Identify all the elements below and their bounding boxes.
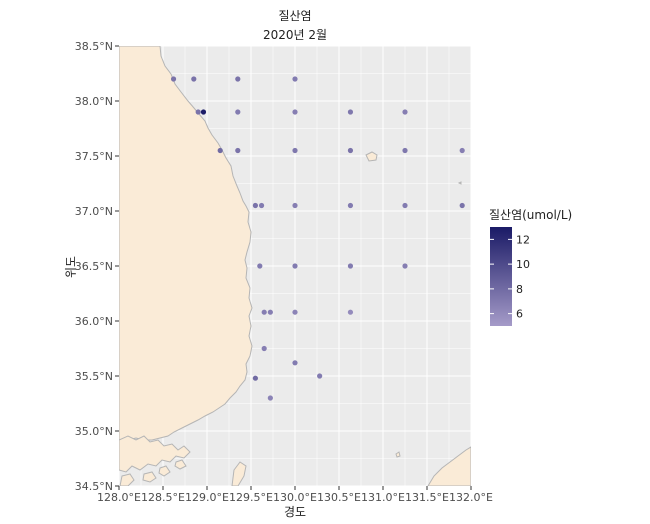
station-point: [217, 147, 223, 154]
y-tick-label: 36.5°N: [75, 260, 113, 273]
y-tick-label: 38.0°N: [75, 95, 113, 108]
legend-tick-label: 8: [516, 283, 523, 296]
y-tick-label: 36.0°N: [75, 315, 113, 328]
station-point: [292, 263, 298, 269]
x-tick-label: 132.0°E: [449, 491, 493, 504]
y-tick-label: 35.5°N: [75, 370, 113, 383]
station-point: [257, 263, 263, 269]
station-point: [292, 147, 298, 154]
station-point: [191, 76, 197, 82]
station-point: [402, 109, 408, 115]
legend-colorbar: [490, 227, 512, 326]
station-point: [252, 202, 258, 209]
x-tick-label: 128.0°E: [97, 491, 141, 504]
chart-title: 질산염: [278, 9, 311, 23]
station-point: [235, 109, 241, 115]
station-point: [267, 395, 273, 401]
y-tick-label: 37.0°N: [75, 205, 113, 218]
island-small-1: [142, 471, 157, 483]
station-point: [347, 109, 354, 115]
legend-tick-label: 10: [516, 258, 530, 271]
station-point: [261, 309, 267, 315]
y-axis: 34.5°N 35.0°N 35.5°N 36.0°N 36.5°N 37.0°N 37.5…: [75, 40, 119, 493]
station-point: [292, 109, 298, 115]
station-point: [347, 309, 354, 315]
station-points: [170, 76, 465, 401]
station-point: [200, 109, 207, 115]
ulleungdo-island: [365, 151, 378, 162]
island-small-3: [174, 459, 187, 470]
x-axis-title: 경도: [284, 505, 306, 519]
station-point: [459, 202, 465, 209]
station-point: [347, 202, 354, 209]
legend-title: 질산염(umol/L): [489, 208, 572, 222]
station-point: [347, 263, 354, 269]
legend-tick-label: 12: [516, 233, 530, 246]
station-point: [402, 147, 408, 154]
station-point: [235, 76, 241, 82]
dokdo-island: [457, 181, 462, 185]
x-tick-label: 130.5°E: [317, 491, 361, 504]
station-point: [261, 345, 267, 352]
station-point: [292, 309, 298, 315]
y-tick-label: 35.0°N: [75, 425, 113, 438]
x-tick-label: 129.0°E: [185, 491, 229, 504]
small-islet: [395, 451, 401, 458]
land-layer: [119, 46, 471, 486]
station-point: [235, 147, 241, 154]
station-point: [347, 147, 354, 154]
y-tick-label: 34.5°N: [75, 480, 113, 493]
legend-tick-label: 6: [516, 308, 523, 321]
x-tick-label: 130.0°E: [273, 491, 317, 504]
legend-ticks: 12 10 8 6: [490, 233, 530, 321]
x-axis: 128.0°E 128.5°E 129.0°E 129.5°E 130.0°E 130.5…: [97, 486, 493, 504]
x-tick-label: 131.5°E: [405, 491, 449, 504]
station-point: [402, 202, 408, 209]
color-legend: 질산염(umol/L) 12 10 8 6: [489, 208, 572, 326]
chart-subtitle: 2020년 2월: [263, 28, 327, 42]
station-point: [267, 309, 273, 315]
japan-landmass: [427, 446, 471, 486]
x-tick-label: 129.5°E: [229, 491, 273, 504]
station-point: [292, 202, 298, 209]
x-tick-label: 128.5°E: [141, 491, 185, 504]
south-islands: [119, 473, 135, 486]
station-point: [195, 109, 201, 115]
x-tick-label: 131.0°E: [361, 491, 405, 504]
y-tick-label: 38.5°N: [75, 40, 113, 53]
y-axis-title: 위도: [64, 256, 78, 278]
station-point: [459, 147, 465, 154]
korea-landmass: [119, 46, 253, 441]
y-tick-label: 37.5°N: [75, 150, 113, 163]
station-point: [317, 373, 323, 379]
island-small-2: [158, 465, 171, 477]
station-point: [402, 263, 408, 269]
station-point: [292, 360, 298, 366]
station-point: [170, 76, 177, 82]
tsushima-island: [231, 461, 247, 486]
station-point: [292, 76, 298, 82]
south-coast-land: [119, 435, 191, 473]
station-point: [258, 202, 265, 209]
station-point: [252, 375, 258, 381]
